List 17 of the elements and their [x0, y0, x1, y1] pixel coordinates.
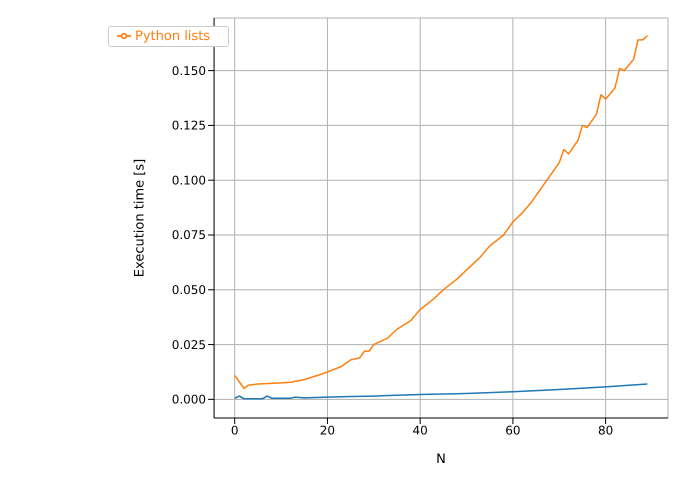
x-tick-label: 20 [320, 424, 336, 438]
x-axis-title: N [436, 452, 446, 467]
y-tick-label: 0.025 [172, 338, 206, 352]
y-axis-title: Execution time [s] [132, 158, 148, 278]
line-series [234, 34, 648, 390]
x-tick-label: 0 [230, 424, 239, 438]
y-tick-label: 0.075 [172, 228, 206, 242]
y-tick-label: 0.125 [172, 118, 206, 133]
x-tick-label: 60 [505, 424, 521, 438]
x-tick-label: 40 [412, 424, 428, 438]
y-tick-label: 0.150 [172, 64, 206, 78]
legend-label: Python lists [135, 29, 210, 44]
y-tick-label: 0.000 [172, 392, 206, 407]
y-tick-label: 0.100 [172, 173, 206, 188]
x-tick-label: 80 [598, 424, 614, 438]
line-series [234, 383, 648, 400]
y-tick-label: 0.050 [172, 283, 206, 298]
